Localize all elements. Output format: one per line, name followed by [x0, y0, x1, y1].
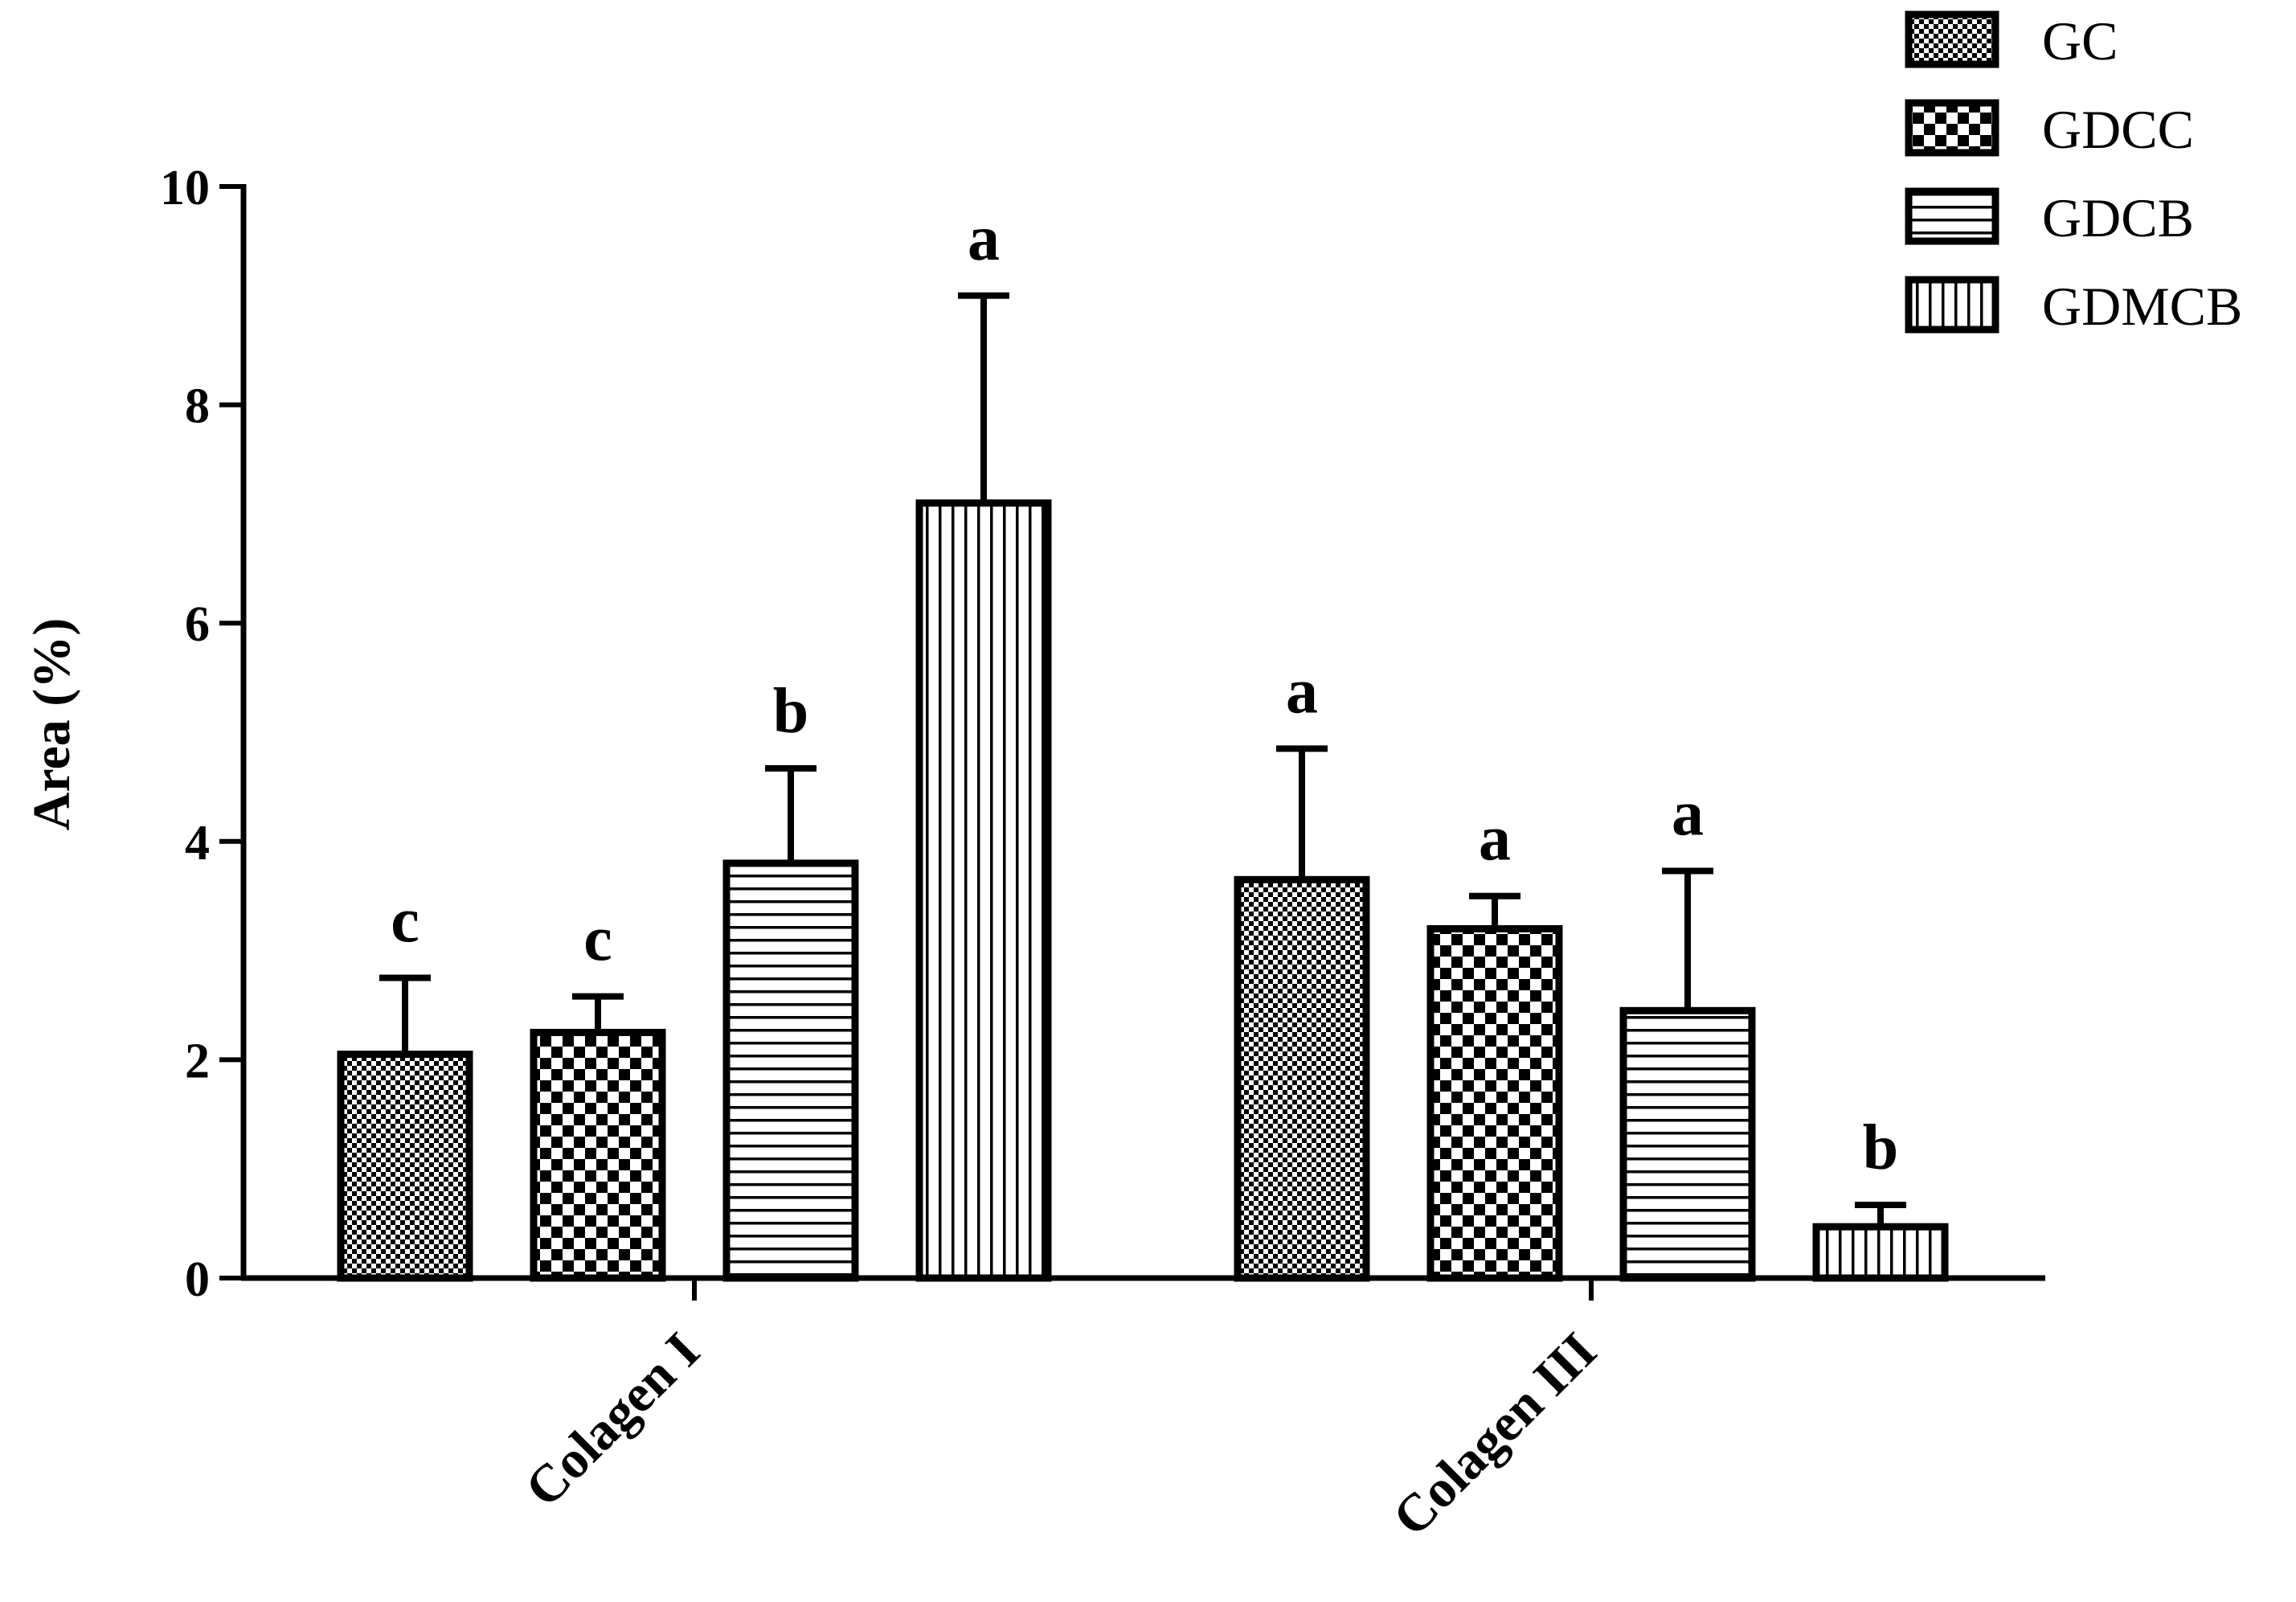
bar: [530, 1028, 666, 1282]
bar: [1234, 875, 1370, 1282]
y-tick-label: 8: [185, 379, 210, 434]
labels: c c b a a a a b Colagen I Colagen III: [391, 203, 1898, 1547]
legend-label: GDCB: [2042, 187, 2194, 248]
legend-swatch: [1905, 10, 1999, 68]
bar: [1812, 1223, 1949, 1282]
category-label: Colagen I: [514, 1321, 711, 1518]
significance-letter: a: [968, 203, 1000, 274]
y-tick-label: 6: [185, 597, 210, 652]
y-axis-title: Area (%): [23, 618, 81, 831]
y-tick-label: 2: [185, 1034, 210, 1088]
y-tick-label: 0: [185, 1252, 210, 1307]
legend-swatch: [1905, 99, 1999, 157]
bar: [915, 499, 1052, 1282]
significance-letter: b: [773, 676, 809, 747]
bar: [1619, 1006, 1756, 1282]
legend-swatch: [1905, 187, 1999, 245]
significance-letter: c: [391, 886, 420, 957]
bars: [337, 292, 1949, 1282]
significance-letter: a: [1672, 778, 1704, 849]
significance-letter: a: [1479, 804, 1511, 875]
bar: [337, 1051, 473, 1282]
significance-letter: b: [1863, 1112, 1899, 1183]
y-tick-label: 4: [185, 816, 210, 871]
legend-label: GDMCB: [2042, 276, 2242, 337]
legend-label: GC: [2042, 10, 2118, 72]
significance-letter: c: [583, 904, 612, 975]
bar: [1426, 924, 1563, 1282]
bar: [722, 859, 859, 1282]
y-tick-label: 10: [160, 161, 210, 215]
legend-swatch: [1905, 276, 1999, 334]
significance-letter: a: [1286, 656, 1318, 727]
category-label: Colagen III: [1381, 1321, 1607, 1547]
legend: GC GDCC GDCB GDMCB: [1905, 10, 2242, 337]
legend-label: GDCC: [2042, 99, 2194, 160]
